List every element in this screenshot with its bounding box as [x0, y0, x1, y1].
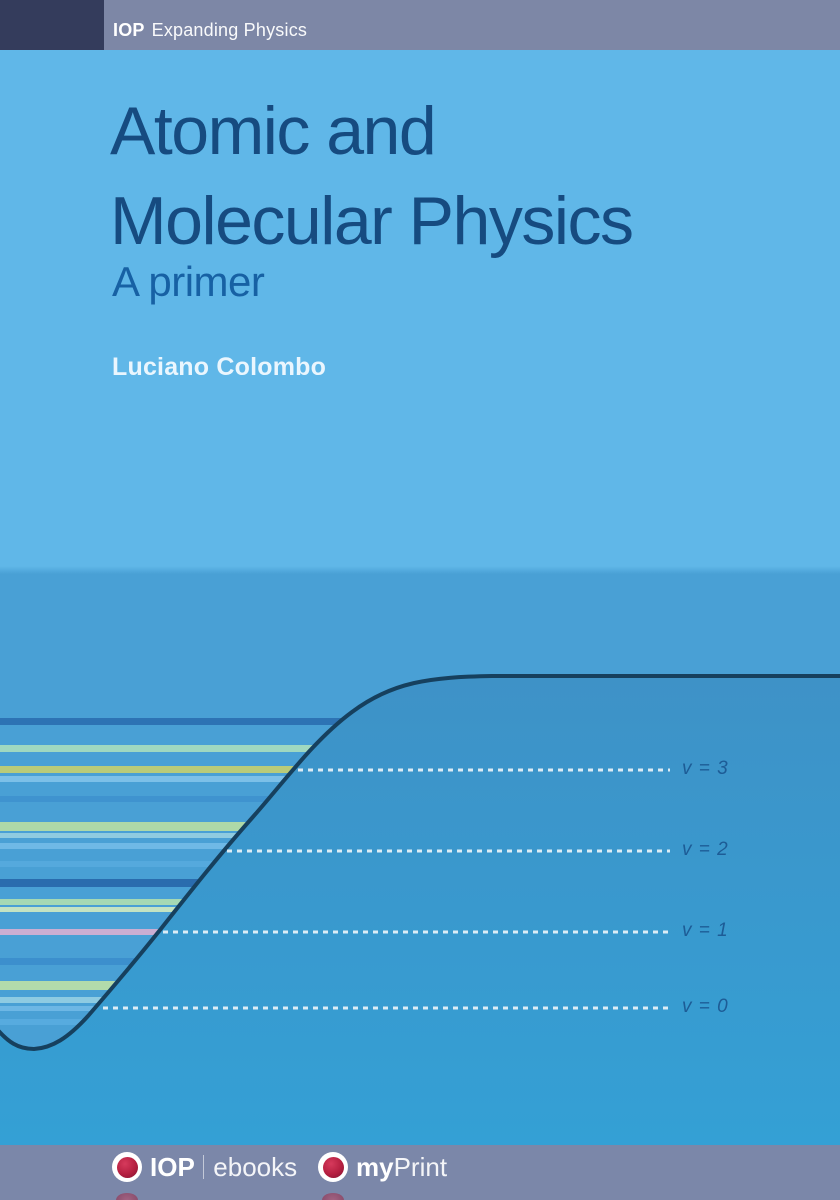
potential-curve-fill: [0, 676, 840, 1147]
iop-ebooks-logo-text: IOP ebooks: [150, 1152, 297, 1182]
iop-red-dot-icon: [116, 1156, 138, 1178]
myprint-suffix: Print: [393, 1151, 448, 1182]
cropped-logo-dot-icon: [322, 1193, 344, 1200]
logo-divider: [202, 1155, 205, 1179]
book-subtitle: A primer: [112, 258, 265, 305]
book-title-line1: Atomic and: [110, 93, 437, 169]
level-label-v1: v = 1: [682, 920, 729, 941]
myprint-red-dot-icon: [322, 1156, 344, 1178]
level-label-v0: v = 0: [682, 996, 729, 1017]
series-label-name: Expanding Physics: [151, 19, 308, 40]
myprint-logo-text: my Print: [356, 1152, 447, 1182]
potential-curve-line: [0, 674, 840, 1052]
iop-ebooks-prefix: IOP: [150, 1151, 195, 1182]
iop-ebooks-logo-icon: [112, 1152, 142, 1182]
myprint-logo-icon: [318, 1152, 348, 1182]
vibrational-level-lines: [103, 768, 670, 1010]
book-author: Luciano Colombo: [112, 353, 327, 381]
navy-corner-block: [0, 0, 104, 50]
book-title-line2: Molecular Physics: [110, 183, 634, 259]
cropped-logo-dot-icon: [116, 1193, 138, 1200]
myprint-prefix: my: [356, 1151, 394, 1182]
level-label-v2: v = 2: [682, 839, 729, 860]
series-band: [0, 0, 840, 50]
series-label: IOP Expanding Physics: [113, 0, 307, 50]
level-label-v3: v = 3: [682, 758, 729, 779]
series-label-iop: IOP: [113, 19, 145, 40]
iop-ebooks-suffix: ebooks: [213, 1151, 298, 1182]
book-title: Atomic and Molecular Physics: [110, 86, 750, 266]
background-transition: [0, 566, 840, 574]
